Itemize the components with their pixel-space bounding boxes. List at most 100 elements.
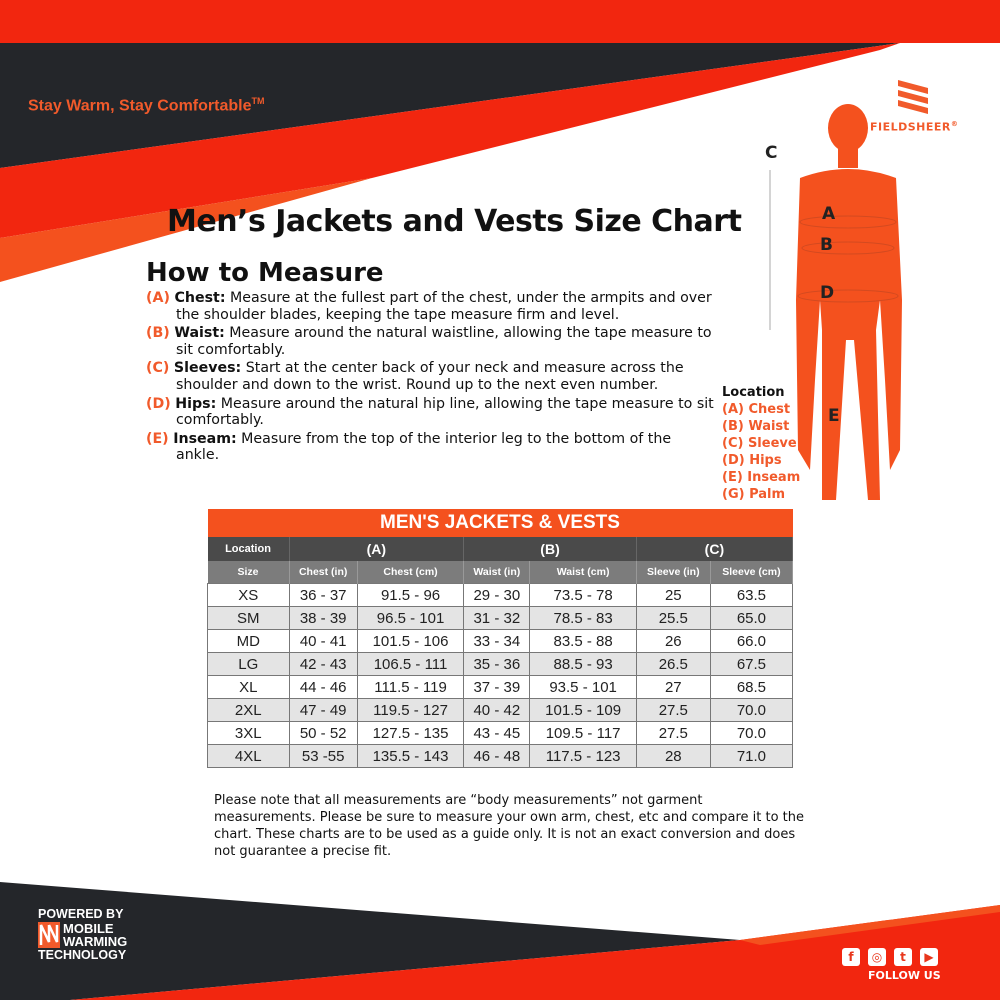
table-cell: 53 -55 (288, 744, 358, 768)
instruction-term: Sleeves: (173, 360, 242, 377)
table-cell: 43 - 45 (463, 721, 531, 745)
group-header-b: (B) (463, 537, 637, 561)
page-title: Men’s Jackets and Vests Size Chart (167, 204, 742, 239)
instagram-icon[interactable]: ◎ (868, 948, 886, 966)
legend-item: (C) Sleeve (722, 436, 797, 451)
table-cell: 101.5 - 106 (356, 629, 465, 653)
column-header: Size (207, 561, 290, 584)
legend-item: (A) Chest (722, 402, 791, 417)
instruction-item: (D) Hips: Measure around the natural hip… (146, 396, 716, 429)
table-row: XS 36 - 37 91.5 - 96 29 - 30 73.5 - 78 25 63.5 (207, 583, 794, 607)
instruction-item: (A) Chest: Measure at the fullest part o… (146, 290, 716, 323)
table-row: 4XL 53 -55 135.5 - 143 46 - 48 117.5 - 123 28… (207, 744, 794, 768)
table-cell: 37 - 39 (463, 675, 531, 699)
group-header-c: (C) (636, 537, 794, 561)
size-table: MEN'S JACKETS & VESTS Location (A) (B) (… (207, 509, 794, 768)
table-cell: 117.5 - 123 (529, 744, 637, 768)
table-cell: 50 - 52 (288, 721, 358, 745)
table-cell: XL (207, 675, 290, 699)
legend-item: (G) Palm (722, 487, 786, 502)
table-cell: 35 - 36 (463, 652, 531, 676)
table-cell: 33 - 34 (463, 629, 531, 653)
disclaimer-note: Please note that all measurements are “b… (214, 793, 804, 859)
table-cell: 36 - 37 (288, 583, 358, 607)
table-cell: 111.5 - 119 (356, 675, 465, 699)
table-row: XL 44 - 46 111.5 - 119 37 - 39 93.5 - 101 27 6… (207, 675, 794, 699)
table-cell: 91.5 - 96 (356, 583, 465, 607)
table-cell: 2XL (207, 698, 290, 722)
table-cell: 28 (635, 744, 711, 768)
table-cell: 93.5 - 101 (529, 675, 637, 699)
table-cell: 4XL (207, 744, 290, 768)
fieldsheer-logo-icon (898, 80, 928, 114)
table-cell: 66.0 (709, 629, 794, 653)
table-row: 2XL 47 - 49 119.5 - 127 40 - 42 101.5 - 109 2… (207, 698, 794, 722)
table-cell: 106.5 - 111 (356, 652, 465, 676)
location-legend: Location (A) Chest (B) Waist (C) Sleeve … (722, 385, 801, 502)
group-header-a: (A) (289, 537, 465, 561)
table-cell: XS (207, 583, 290, 607)
table-cell: 31 - 32 (463, 606, 531, 630)
table-cell: 78.5 - 83 (529, 606, 637, 630)
figure-label-a: A (822, 204, 836, 224)
instruction-text: Start at the center back of your neck an… (176, 360, 684, 393)
instruction-code: (A) (146, 290, 170, 306)
powered-by-logo: POWERED BY MOBILE WARMING TECHNOLOGY (38, 907, 128, 962)
youtube-icon[interactable]: ▶ (920, 948, 938, 966)
instruction-text: Measure around the natural hip line, all… (176, 395, 714, 429)
legend-item: (B) Waist (722, 419, 790, 434)
instruction-code: (E) (146, 430, 169, 447)
table-cell: 26.5 (635, 652, 711, 676)
instructions: (A) Chest: Measure at the fullest part o… (146, 290, 716, 466)
instruction-term: Inseam: (173, 430, 237, 447)
follow-us-label: FOLLOW US (868, 969, 941, 982)
table-row: 3XL 50 - 52 127.5 - 135 43 - 45 109.5 - 117 2… (207, 721, 794, 745)
table-cell: 127.5 - 135 (356, 721, 465, 745)
table-cell: 109.5 - 117 (529, 721, 637, 745)
twitter-icon[interactable]: t (894, 948, 912, 966)
instruction-term: Waist: (174, 325, 225, 342)
table-cell: 73.5 - 78 (529, 583, 637, 607)
table-cell: 70.0 (709, 721, 794, 745)
how-to-heading: How to Measure (146, 258, 384, 288)
tagline: Stay Warm, Stay ComfortableTM (28, 96, 265, 115)
figure-label-d: D (820, 283, 835, 303)
figure-label-b: B (820, 235, 833, 255)
figure-label-e: E (828, 406, 840, 426)
column-header: Sleeve (in) (636, 561, 711, 584)
table-cell: 101.5 - 109 (529, 698, 637, 722)
brand-name: FIELDSHEER® (870, 120, 959, 134)
table-cell: 44 - 46 (288, 675, 358, 699)
table-cell: 27 (635, 675, 711, 699)
mobile-warming-logo-icon (38, 922, 60, 948)
instruction-item: (C) Sleeves: Start at the center back of… (146, 360, 716, 393)
facebook-icon[interactable]: f (842, 948, 860, 966)
table-cell: 27.5 (635, 721, 711, 745)
body-figure (796, 104, 902, 500)
column-header: Waist (cm) (529, 561, 637, 584)
table-cell: 47 - 49 (288, 698, 358, 722)
table-cell: 63.5 (709, 583, 794, 607)
instruction-code: (C) (146, 360, 170, 377)
table-cell: 83.5 - 88 (529, 629, 637, 653)
instruction-text: Measure from the top of the interior leg… (176, 430, 672, 464)
figure-label-c: C (765, 143, 778, 163)
table-row: MD 40 - 41 101.5 - 106 33 - 34 83.5 - 88 26 66… (207, 629, 794, 653)
instruction-code: (B) (146, 325, 170, 342)
table-cell: MD (207, 629, 290, 653)
table-cell: 42 - 43 (288, 652, 358, 676)
table-cell: 135.5 - 143 (356, 744, 465, 768)
legend-item: (E) Inseam (722, 470, 801, 485)
instruction-term: Hips: (175, 395, 217, 412)
instruction-text: Measure around the natural waistline, al… (176, 325, 712, 358)
instruction-item: (E) Inseam: Measure from the top of the … (146, 431, 716, 464)
table-cell: 46 - 48 (463, 744, 531, 768)
table-cell: 26 (635, 629, 711, 653)
column-header: Chest (cm) (357, 561, 465, 584)
table-cell: 65.0 (709, 606, 794, 630)
table-cell: 3XL (207, 721, 290, 745)
table-row: LG 42 - 43 106.5 - 111 35 - 36 88.5 - 93 26.5… (207, 652, 794, 676)
location-header: Location (207, 537, 290, 561)
table-cell: SM (207, 606, 290, 630)
